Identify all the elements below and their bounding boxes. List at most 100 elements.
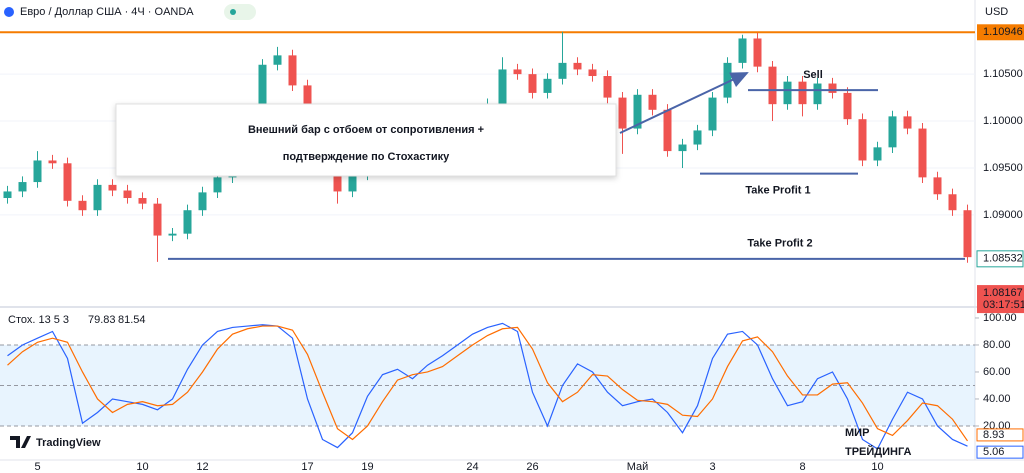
candle-body (153, 203, 162, 236)
symbol-icon (4, 7, 14, 17)
indicator-readout: 79.83 (88, 314, 116, 326)
x-tick-label: 8 (799, 461, 805, 473)
candle-body (723, 62, 732, 98)
candle-body (708, 97, 717, 131)
candle-body (303, 85, 312, 110)
logo-text: TradingView (36, 437, 101, 449)
watermark-line: ТРЕЙДИНГА (845, 445, 912, 458)
candle-body (3, 191, 12, 199)
last-value-box (976, 428, 1024, 442)
candle-body (813, 83, 822, 105)
candle-body (903, 116, 912, 129)
candle-body (783, 81, 792, 105)
annotation-label: Take Profit 1 (745, 185, 810, 197)
price-label-box (976, 250, 1024, 268)
price-label: 1.08532 (983, 253, 1023, 265)
y-tick-label: 1.09000 (983, 209, 1023, 221)
candle-body (168, 233, 177, 236)
x-tick-label: 17 (301, 461, 313, 473)
x-tick-label: 26 (526, 461, 538, 473)
status-dot (230, 9, 236, 15)
candle-body (33, 160, 42, 183)
price-label: 1.10946 (983, 26, 1023, 38)
x-tick-label: 24 (466, 461, 478, 473)
stoch-line (7, 322, 968, 450)
candle-body (543, 78, 552, 93)
candle-body (558, 62, 567, 79)
indicator-title: Стох. 13 5 3 (8, 314, 69, 326)
logo: TradingView (10, 436, 101, 449)
candle-body (573, 62, 582, 70)
note-text: Внешний бар с отбоем от сопротивления + (248, 124, 484, 136)
x-tick-label: 10 (871, 461, 883, 473)
last-value-label: 8.93 (983, 429, 1004, 441)
candle-body (273, 55, 282, 65)
candle-body (858, 119, 867, 161)
x-tick-label: 5 (34, 461, 40, 473)
candle-body (123, 190, 132, 199)
candle-body (108, 184, 117, 191)
candle-body (198, 192, 207, 211)
symbol-title: Евро / Доллар США · 4Ч · OANDA (20, 6, 194, 18)
watermark-line: МИР (845, 427, 869, 439)
candle-body (948, 194, 957, 211)
last-price-box (977, 285, 1024, 314)
status-badge[interactable] (224, 4, 256, 20)
candle-body (798, 81, 807, 105)
candle-body (513, 69, 522, 75)
candle-body (738, 38, 747, 63)
x-tick-label: 12 (196, 461, 208, 473)
x-tick-label: 3 (709, 461, 715, 473)
last-value-box (976, 445, 1024, 459)
x-tick-label: Май (627, 461, 649, 473)
candle-body (873, 147, 882, 161)
candle-body (753, 38, 762, 67)
candle-body (843, 92, 852, 120)
candle-body (348, 174, 357, 192)
note-text: подтверждение по Стохастику (283, 151, 450, 163)
candle-body (213, 177, 222, 193)
candle-body (678, 144, 687, 152)
header: Евро / Доллар США · 4Ч · OANDA USD (4, 4, 1008, 20)
candle-body (963, 210, 972, 258)
y-tick-label: 1.10000 (983, 115, 1023, 127)
candle-body (828, 83, 837, 93)
note-box (115, 103, 617, 177)
y-tick-label: 40.00 (983, 393, 1011, 405)
candle-body (633, 94, 642, 129)
logo-icon (10, 436, 31, 448)
y-tick-label: 1.09500 (983, 162, 1023, 174)
candle-body (663, 109, 672, 152)
y-tick-label: 100.00 (983, 312, 1017, 324)
candle-body (618, 97, 627, 129)
y-tick-label: 80.00 (983, 339, 1011, 351)
currency: USD (985, 6, 1008, 18)
annotation-label: Sell (803, 69, 823, 81)
candle-body (588, 69, 597, 77)
y-tick-label: 60.00 (983, 366, 1011, 378)
candle-body (48, 160, 57, 164)
candle-body (258, 64, 267, 120)
candle-body (768, 66, 777, 105)
candle-body (288, 55, 297, 86)
candle-body (63, 163, 72, 201)
last-price-label: 1.08167 (983, 287, 1023, 299)
candle-body (78, 200, 87, 211)
countdown: 03:17:51 (983, 299, 1024, 311)
candle-body (528, 74, 537, 93)
watermark: МИР ТРЕЙДИНГА (845, 427, 912, 458)
x-tick-label: 10 (136, 461, 148, 473)
candle-body (18, 182, 27, 192)
candle-body (693, 130, 702, 145)
candle-body (918, 128, 927, 178)
candle-body (888, 116, 897, 148)
candle-body (183, 210, 192, 234)
candle-body (498, 69, 507, 105)
candle-body (933, 177, 942, 195)
candle-body (648, 94, 657, 110)
y-tick-label: 1.10500 (983, 68, 1023, 80)
price-axis (975, 0, 1024, 473)
annotation-label: Take Profit 2 (747, 238, 812, 250)
price-label-box (977, 24, 1024, 41)
